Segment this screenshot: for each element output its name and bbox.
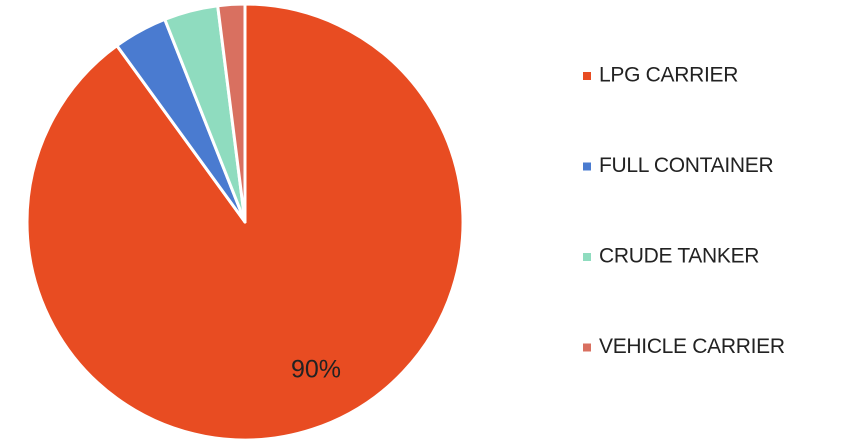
slice-label: 90% bbox=[291, 356, 341, 384]
legend-swatch bbox=[583, 343, 591, 352]
legend-label: FULL CONTAINER bbox=[599, 154, 773, 177]
legend-label: LPG CARRIER bbox=[599, 64, 738, 87]
legend-label: VEHICLE CARRIER bbox=[599, 335, 785, 358]
legend-swatch bbox=[583, 162, 591, 171]
pie-slice bbox=[216, 2, 247, 224]
legend-label: CRUDE TANKER bbox=[599, 245, 759, 268]
legend-swatch bbox=[583, 72, 591, 80]
legend-swatch bbox=[583, 253, 591, 261]
